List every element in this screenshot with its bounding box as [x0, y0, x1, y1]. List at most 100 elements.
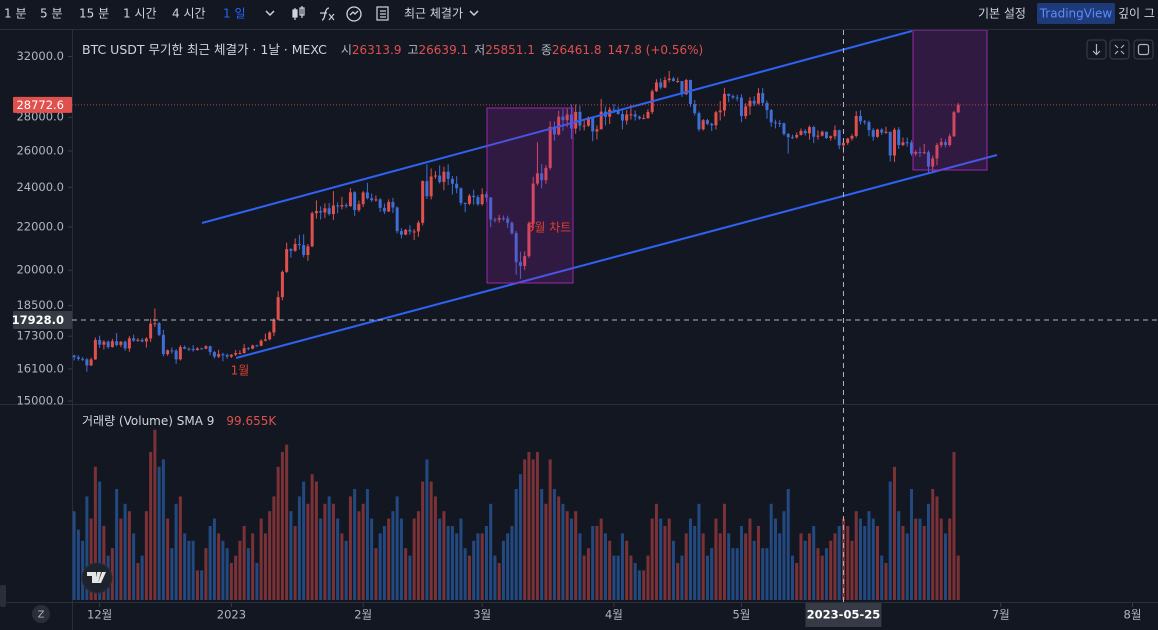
chart-type-icon[interactable] — [292, 6, 305, 20]
candle-body — [506, 218, 510, 223]
volume-bar — [608, 540, 612, 600]
legend-label: 시 — [341, 43, 352, 57]
candle-body — [115, 341, 119, 345]
interval-button[interactable]: 1 시간 — [123, 7, 157, 21]
candle-body — [336, 205, 340, 207]
candle-body — [527, 223, 531, 257]
volume-bar — [429, 481, 433, 600]
indicator-icon[interactable] — [320, 7, 335, 21]
y-tick-label: 32000.0 — [16, 49, 64, 63]
alert-icon[interactable] — [346, 6, 362, 22]
candle-body — [251, 345, 255, 349]
volume-bar — [251, 533, 255, 600]
volume-bar — [697, 503, 701, 600]
interval-button-active[interactable]: 1 일 — [223, 7, 246, 21]
candle-body — [807, 127, 811, 134]
volume-legend: 거래량 (Volume) SMA 9 99.655K — [82, 414, 277, 428]
candle-body — [238, 353, 242, 355]
volume-bar — [246, 548, 250, 600]
crosshair-price-badge — [13, 310, 72, 329]
candle-body — [463, 202, 467, 204]
volume-bar — [518, 474, 522, 600]
volume-bar — [93, 466, 97, 600]
volume-bar — [340, 533, 344, 600]
candle-body — [480, 194, 484, 205]
candle-body — [778, 123, 782, 125]
candle-body — [123, 341, 127, 349]
volume-bar — [123, 503, 127, 600]
volume-bar — [782, 511, 786, 600]
volume-bar — [761, 548, 765, 600]
candle-body — [412, 231, 416, 233]
volume-bar — [144, 511, 148, 600]
candle-body — [582, 125, 586, 127]
auto-scale-label[interactable]: Z — [38, 610, 45, 621]
volume-bar — [174, 503, 178, 600]
candle-body — [110, 341, 114, 348]
interval-button[interactable]: 4 시간 — [172, 7, 206, 21]
pane-collapse-button[interactable] — [1109, 39, 1130, 60]
volume-bar — [302, 481, 306, 600]
brand-button[interactable]: TradingView — [1039, 7, 1113, 21]
channel-upper — [201, 30, 913, 224]
volume-bar — [795, 563, 799, 600]
volume-bar — [421, 481, 425, 600]
pane-down-button[interactable] — [1086, 39, 1107, 60]
interval-button[interactable]: 15 분 — [79, 7, 109, 21]
candle-body — [234, 353, 238, 355]
volume-bar — [161, 459, 165, 600]
candle-body — [722, 93, 726, 111]
candle-body — [140, 339, 144, 342]
candle-body — [98, 339, 102, 345]
candle-body — [433, 175, 437, 177]
candle-body — [144, 338, 148, 342]
volume-bar — [671, 540, 675, 600]
candle-body — [773, 122, 777, 124]
volume-bar — [285, 444, 289, 600]
volume-bar — [616, 555, 620, 600]
candle-body — [884, 131, 888, 133]
candle-body — [306, 246, 310, 256]
candle-body — [93, 339, 97, 360]
candle-body — [119, 341, 123, 345]
candle-body — [387, 201, 391, 212]
settings-button[interactable]: 기본 설정 — [978, 7, 1026, 21]
candle-body — [565, 114, 569, 121]
layout-icon[interactable] — [376, 6, 389, 21]
candle-body — [510, 222, 514, 234]
candle-body — [272, 319, 276, 333]
candle-body — [637, 116, 641, 119]
legend: BTC USDT 무기한 최근 체결가 · 1날 · MEXC 시26313.9 고… — [82, 42, 703, 57]
volume-bar — [110, 548, 114, 600]
candle-body — [578, 111, 582, 126]
volume-bar — [459, 518, 463, 600]
volume-bar — [693, 526, 697, 600]
volume-bar — [98, 481, 102, 600]
candle-body — [518, 262, 522, 266]
pane-maximize-button[interactable] — [1133, 39, 1154, 60]
candle-body — [727, 93, 731, 96]
candle-body — [365, 192, 369, 199]
interval-button[interactable]: 5 분 — [40, 7, 63, 21]
price-type-button[interactable]: 최근 체결가 — [404, 7, 463, 21]
interval-button[interactable]: 1 분 — [4, 7, 27, 21]
candle-body — [357, 204, 361, 211]
candle-body — [374, 199, 378, 201]
auto-scale-button[interactable] — [32, 605, 50, 623]
brand-button-bg[interactable] — [1037, 3, 1115, 24]
volume-bar — [480, 533, 484, 600]
y-tick-label: 20000.0 — [16, 263, 64, 277]
price-type-dropdown[interactable] — [469, 10, 479, 17]
candle-body — [285, 249, 289, 272]
candle-body — [799, 130, 803, 135]
volume-bar — [880, 555, 884, 600]
volume-bar — [875, 526, 879, 600]
interval-dropdown[interactable] — [265, 10, 275, 17]
depth-button[interactable]: 깊이 그 — [1118, 7, 1155, 21]
volume-bar — [922, 526, 926, 600]
volume-bar — [263, 533, 267, 600]
y-tick-label: 18500.0 — [16, 298, 64, 312]
scale-toggle[interactable] — [0, 585, 6, 607]
x-tick-label: 5월 — [732, 608, 750, 622]
candle-body — [187, 348, 191, 350]
